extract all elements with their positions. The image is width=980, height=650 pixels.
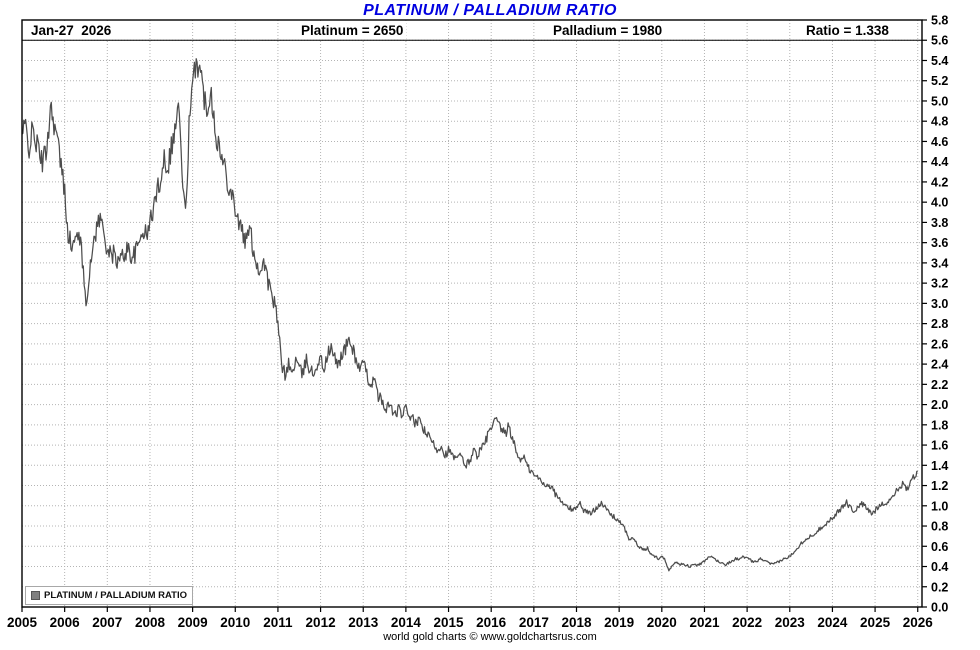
svg-text:2016: 2016: [476, 615, 507, 630]
svg-text:2006: 2006: [50, 615, 81, 630]
svg-text:4.4: 4.4: [931, 155, 948, 169]
legend-label: PLATINUM / PALLADIUM RATIO: [44, 590, 188, 601]
svg-text:2025: 2025: [860, 615, 891, 630]
svg-text:2.6: 2.6: [931, 337, 948, 351]
svg-text:1.2: 1.2: [931, 479, 948, 493]
svg-text:3.8: 3.8: [931, 216, 948, 230]
page-title: PLATINUM / PALLADIUM RATIO: [363, 2, 617, 19]
header-date: Jan-27 2026: [28, 23, 115, 39]
svg-text:1.6: 1.6: [931, 439, 948, 453]
svg-text:2021: 2021: [689, 615, 720, 630]
svg-text:0.8: 0.8: [931, 520, 948, 534]
header-palladium-price: Palladium = 1980: [550, 23, 666, 39]
svg-text:0.0: 0.0: [931, 601, 948, 615]
svg-text:2026: 2026: [903, 615, 934, 630]
svg-text:0.2: 0.2: [931, 580, 948, 594]
svg-text:2013: 2013: [348, 615, 379, 630]
gridlines: [22, 20, 922, 607]
svg-text:2.4: 2.4: [931, 358, 948, 372]
footer-credit: world gold charts © www.goldchartsrus.co…: [383, 631, 597, 643]
svg-text:4.0: 4.0: [931, 196, 948, 210]
svg-text:0.6: 0.6: [931, 540, 948, 554]
svg-text:2007: 2007: [92, 615, 122, 630]
svg-text:4.6: 4.6: [931, 135, 948, 149]
svg-text:2018: 2018: [561, 615, 592, 630]
svg-text:4.8: 4.8: [931, 115, 948, 129]
svg-text:1.0: 1.0: [931, 499, 948, 513]
axes: [21, 19, 927, 612]
svg-text:2022: 2022: [732, 615, 762, 630]
svg-text:2010: 2010: [220, 615, 250, 630]
svg-text:2012: 2012: [306, 615, 336, 630]
svg-text:5.6: 5.6: [931, 34, 948, 48]
svg-text:2009: 2009: [178, 615, 208, 630]
header-ratio-value: Ratio = 1.338: [803, 23, 892, 39]
svg-text:0.4: 0.4: [931, 560, 948, 574]
svg-text:2019: 2019: [604, 615, 634, 630]
svg-text:2014: 2014: [391, 615, 422, 630]
legend: PLATINUM / PALLADIUM RATIO: [25, 586, 194, 605]
svg-text:2.8: 2.8: [931, 317, 948, 331]
svg-text:2.0: 2.0: [931, 398, 948, 412]
svg-text:5.0: 5.0: [931, 94, 948, 108]
svg-text:2011: 2011: [263, 615, 293, 630]
svg-text:2023: 2023: [775, 615, 806, 630]
svg-text:3.0: 3.0: [931, 297, 948, 311]
svg-text:2020: 2020: [647, 615, 677, 630]
svg-text:5.8: 5.8: [931, 14, 948, 28]
svg-text:2024: 2024: [817, 615, 848, 630]
svg-text:3.4: 3.4: [931, 256, 948, 270]
legend-swatch-icon: [31, 591, 40, 600]
svg-text:5.4: 5.4: [931, 54, 948, 68]
svg-text:5.2: 5.2: [931, 74, 948, 88]
svg-text:2005: 2005: [7, 615, 38, 630]
svg-text:2015: 2015: [434, 615, 465, 630]
axis-labels: 0.0 0.2 0.4 0.6 0.8 1.0 1.2 1.4 1.6 1.8 2.0 2.2 2.4 2…: [7, 14, 948, 631]
header-platinum-price: Platinum = 2650: [298, 23, 407, 39]
svg-text:2017: 2017: [519, 615, 549, 630]
svg-text:3.6: 3.6: [931, 236, 948, 250]
svg-text:3.2: 3.2: [931, 277, 948, 291]
svg-text:1.8: 1.8: [931, 418, 948, 432]
series-line: [21, 58, 918, 572]
svg-text:2.2: 2.2: [931, 378, 948, 392]
svg-text:2008: 2008: [135, 615, 166, 630]
svg-text:4.2: 4.2: [931, 175, 948, 189]
svg-text:1.4: 1.4: [931, 459, 948, 473]
